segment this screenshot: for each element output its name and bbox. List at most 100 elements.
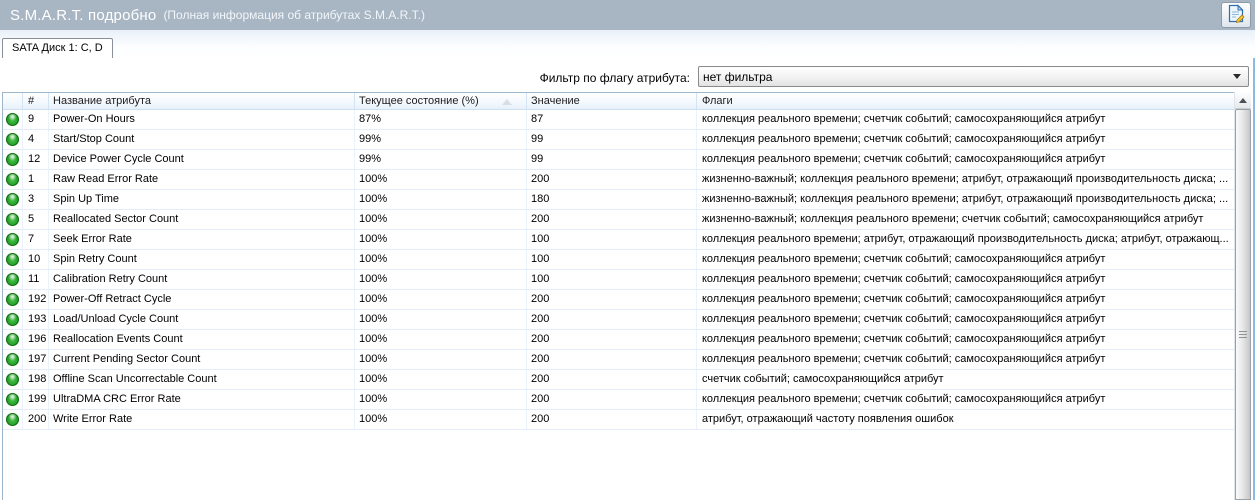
table-row[interactable]: 12 Device Power Cycle Count 99% 99 коллекция…: [3, 150, 1250, 170]
attribute-current: 100%: [355, 410, 527, 429]
attribute-value: 200: [527, 210, 697, 229]
attribute-value: 200: [527, 370, 697, 389]
attribute-flags: коллекция реального времени; счетчик соб…: [702, 153, 1106, 165]
attribute-value: 100: [527, 230, 697, 249]
table-row[interactable]: 1 Raw Read Error Rate 100% 200 жизненно-важн…: [3, 170, 1250, 190]
attribute-value: 200: [527, 350, 697, 369]
attribute-name: Current Pending Sector Count: [49, 350, 355, 369]
arrow-up-icon: [1239, 97, 1247, 103]
table-row[interactable]: 3 Spin Up Time 100% 180 жизненно-важный; кол…: [3, 190, 1250, 210]
table-row[interactable]: 5 Reallocated Sector Count 100% 200 жизненно…: [3, 210, 1250, 230]
attribute-id: 12: [23, 150, 49, 169]
attribute-current: 100%: [355, 210, 527, 229]
filter-dropdown[interactable]: нет фильтра: [698, 66, 1249, 87]
filter-label: Фильтр по флагу атрибута:: [539, 71, 690, 85]
table-row[interactable]: 192 Power-Off Retract Cycle 100% 200 коллекц…: [3, 290, 1250, 310]
table-row[interactable]: 7 Seek Error Rate 100% 100 коллекция реально…: [3, 230, 1250, 250]
attribute-id: 11: [23, 270, 49, 289]
attribute-current: 100%: [355, 270, 527, 289]
status-ok-icon: [3, 110, 23, 129]
titlebar: S.M.A.R.T. подробно (Полная информация о…: [0, 0, 1255, 30]
status-ok-icon: [3, 190, 23, 209]
status-ok-icon: [3, 310, 23, 329]
attribute-flags: коллекция реального времени; атрибут, от…: [702, 233, 1229, 245]
attribute-name: Device Power Cycle Count: [49, 150, 355, 169]
table-row[interactable]: 198 Offline Scan Uncorrectable Count 100% 2…: [3, 370, 1250, 390]
scrollbar-thumb[interactable]: [1235, 109, 1251, 500]
attribute-current: 99%: [355, 130, 527, 149]
status-ok-icon: [3, 390, 23, 409]
attribute-current: 100%: [355, 370, 527, 389]
attribute-name: Raw Read Error Rate: [49, 170, 355, 189]
attribute-flags: коллекция реального времени; счетчик соб…: [702, 353, 1106, 365]
attribute-id: 196: [23, 330, 49, 349]
attribute-id: 5: [23, 210, 49, 229]
column-header-current[interactable]: Текущее состояние (%): [355, 93, 527, 109]
smart-attributes-table: # Название атрибута Текущее состояние (%…: [2, 92, 1251, 500]
attribute-id: 193: [23, 310, 49, 329]
table-row[interactable]: 200 Write Error Rate 100% 200 атрибут, отраж…: [3, 410, 1250, 430]
column-header-id[interactable]: #: [23, 93, 49, 109]
attribute-name: Power-Off Retract Cycle: [49, 290, 355, 309]
attribute-flags: коллекция реального времени; счетчик соб…: [702, 273, 1106, 285]
attribute-current: 100%: [355, 290, 527, 309]
status-ok-icon: [3, 250, 23, 269]
attribute-name: Calibration Retry Count: [49, 270, 355, 289]
attribute-value: 200: [527, 290, 697, 309]
status-ok-icon: [3, 210, 23, 229]
attribute-value: 100: [527, 270, 697, 289]
column-header-name[interactable]: Название атрибута: [49, 93, 355, 109]
column-header-value[interactable]: Значение: [527, 93, 697, 109]
attribute-flags: счетчик событий; самосохраняющийся атриб…: [702, 373, 944, 385]
tab-strip: SATA Диск 1: C, D: [0, 30, 1255, 58]
attribute-id: 198: [23, 370, 49, 389]
attribute-value: 180: [527, 190, 697, 209]
table-row[interactable]: 193 Load/Unload Cycle Count 100% 200 коллекц…: [3, 310, 1250, 330]
copy-report-button[interactable]: [1221, 2, 1251, 28]
table-row[interactable]: 196 Reallocation Events Count 100% 200 колле…: [3, 330, 1250, 350]
scroll-up-button[interactable]: [1235, 92, 1251, 109]
table-row[interactable]: 11 Calibration Retry Count 100% 100 коллекци…: [3, 270, 1250, 290]
attribute-name: Power-On Hours: [49, 110, 355, 129]
table-row[interactable]: 10 Spin Retry Count 100% 100 коллекция реаль…: [3, 250, 1250, 270]
table-row[interactable]: 4 Start/Stop Count 99% 99 коллекция реальног…: [3, 130, 1250, 150]
vertical-scrollbar[interactable]: [1234, 92, 1251, 500]
attribute-id: 3: [23, 190, 49, 209]
table-row[interactable]: 199 UltraDMA CRC Error Rate 100% 200 коллекц…: [3, 390, 1250, 410]
tab-sata-disk-1[interactable]: SATA Диск 1: C, D: [2, 38, 113, 58]
column-header-status[interactable]: [3, 93, 23, 109]
attribute-current: 99%: [355, 150, 527, 169]
chevron-down-icon: [1233, 74, 1241, 79]
attribute-value: 200: [527, 390, 697, 409]
status-ok-icon: [3, 290, 23, 309]
attribute-current: 100%: [355, 230, 527, 249]
attribute-value: 87: [527, 110, 697, 129]
attribute-value: 99: [527, 130, 697, 149]
column-header-flags[interactable]: Флаги: [702, 95, 733, 107]
grip-icon: [1239, 331, 1247, 338]
attribute-flags: атрибут, отражающий частоту появления ош…: [702, 413, 954, 425]
table-row[interactable]: 197 Current Pending Sector Count 100% 200 ко…: [3, 350, 1250, 370]
filter-selected-value: нет фильтра: [703, 69, 773, 84]
attribute-flags: коллекция реального времени; счетчик соб…: [702, 393, 1106, 405]
report-document-icon: [1228, 4, 1245, 26]
attribute-flags: жизненно-важный; коллекция реального вре…: [702, 173, 1229, 185]
attribute-id: 4: [23, 130, 49, 149]
attribute-flags: коллекция реального времени; счетчик соб…: [702, 313, 1106, 325]
attribute-name: Seek Error Rate: [49, 230, 355, 249]
attribute-current: 100%: [355, 250, 527, 269]
page-title: S.M.A.R.T. подробно: [10, 6, 157, 24]
table-row[interactable]: 9 Power-On Hours 87% 87 коллекция реального …: [3, 110, 1250, 130]
attribute-id: 1: [23, 170, 49, 189]
attribute-id: 10: [23, 250, 49, 269]
status-ok-icon: [3, 350, 23, 369]
attribute-flags: коллекция реального времени; счетчик соб…: [702, 293, 1106, 305]
attribute-id: 197: [23, 350, 49, 369]
page-subtitle: (Полная информация об атрибутах S.M.A.R.…: [163, 8, 425, 22]
attribute-flags: коллекция реального времени; счетчик соб…: [702, 253, 1106, 265]
attribute-id: 192: [23, 290, 49, 309]
sort-ascending-icon: [502, 99, 512, 105]
attribute-current: 100%: [355, 330, 527, 349]
status-ok-icon: [3, 130, 23, 149]
attribute-id: 9: [23, 110, 49, 129]
